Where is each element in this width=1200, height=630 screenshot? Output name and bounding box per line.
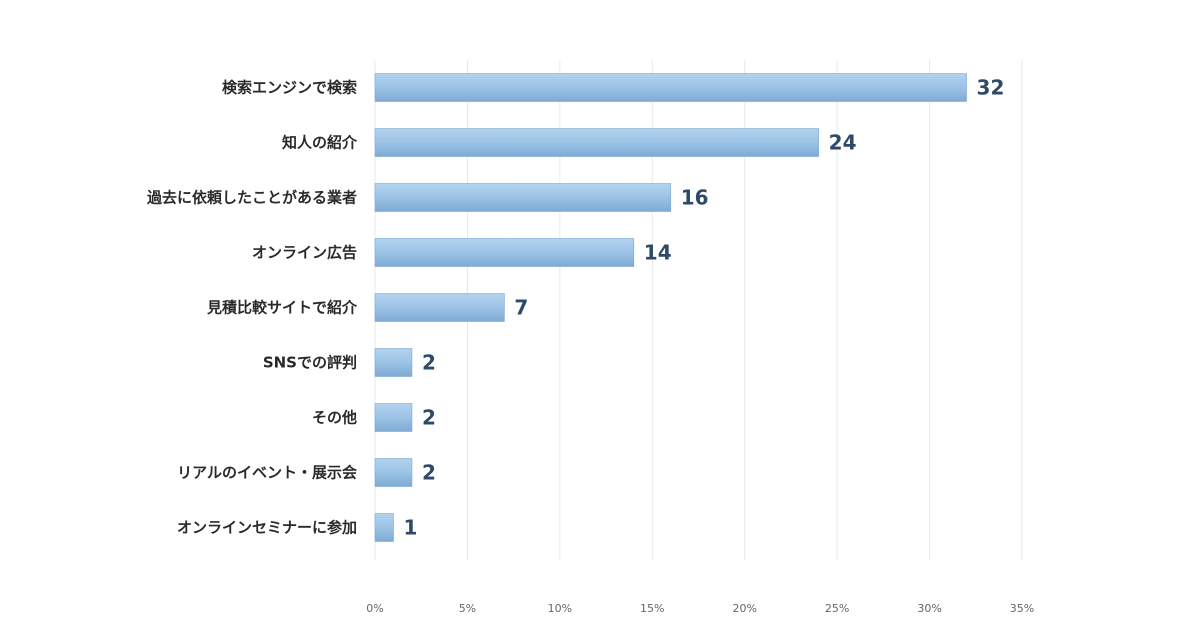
value-label: 2 (422, 351, 436, 375)
category-label: SNSでの評判 (263, 354, 357, 372)
x-tick-label: 10% (548, 602, 572, 615)
x-tick-label: 30% (917, 602, 941, 615)
bar (374, 128, 819, 157)
x-tick-label: 5% (459, 602, 476, 615)
value-label: 1 (403, 516, 417, 540)
x-tick-label: 0% (366, 602, 383, 615)
bar (374, 348, 413, 377)
bars (374, 73, 967, 542)
bar (374, 293, 505, 322)
value-label: 14 (644, 241, 672, 265)
category-label: オンラインセミナーに参加 (177, 519, 357, 537)
value-labels: 32 24 16 14 7 2 2 2 1 (403, 76, 1004, 540)
category-labels: 検索エンジンで検索知人の紹介過去に依頼したことがある業者オンライン広告見積比較サ… (146, 79, 358, 537)
x-tick-label: 20% (732, 602, 756, 615)
x-axis-ticks: 0% 5% 10% 15% 20% 25% 30% 35% (366, 602, 1034, 615)
x-tick-label: 25% (825, 602, 849, 615)
bar (374, 458, 413, 487)
category-label: オンライン広告 (252, 244, 357, 262)
bar (374, 238, 635, 267)
category-label: その他 (312, 409, 357, 427)
category-label: 検索エンジンで検索 (222, 79, 357, 97)
value-label: 7 (514, 296, 528, 320)
value-label: 2 (422, 461, 436, 485)
value-label: 32 (977, 76, 1005, 100)
bar (374, 183, 672, 212)
bar (374, 513, 394, 542)
value-label: 24 (829, 131, 857, 155)
category-label: 過去に依頼したことがある業者 (146, 189, 357, 207)
value-label: 2 (422, 406, 436, 430)
x-tick-label: 35% (1010, 602, 1034, 615)
x-tick-label: 15% (640, 602, 664, 615)
category-label: リアルのイベント・展示会 (177, 464, 357, 482)
bar (374, 73, 967, 102)
category-label: 見積比較サイトで紹介 (206, 299, 358, 317)
bar (374, 403, 413, 432)
category-label: 知人の紹介 (282, 134, 358, 152)
value-label: 16 (681, 186, 709, 210)
